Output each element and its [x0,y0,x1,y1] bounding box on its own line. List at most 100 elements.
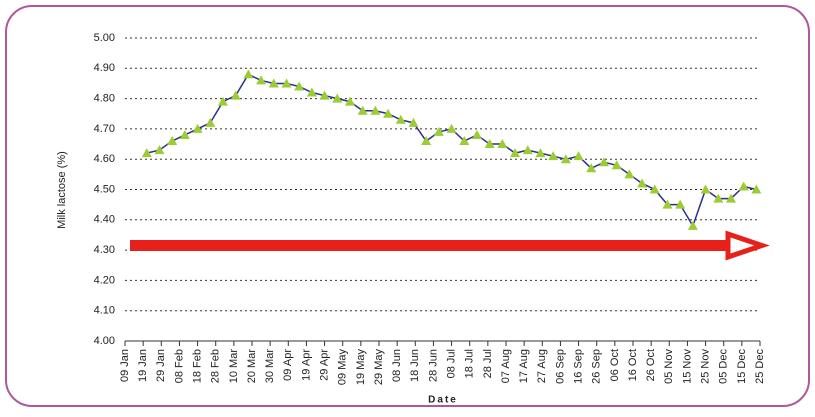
point-marker [357,105,368,115]
point-marker [611,160,622,170]
point-marker [217,96,228,106]
y-tick-label: 4.50 [94,183,115,195]
point-marker [141,148,152,158]
x-tick-label: 16 Sep [572,349,584,384]
point-marker [268,78,279,88]
point-marker [230,90,241,100]
point-marker [154,145,165,155]
point-marker [624,169,635,179]
point-marker [319,90,330,100]
point-marker [700,184,711,194]
y-tick-label: 4.20 [94,274,115,286]
point-marker [497,139,508,149]
point-marker [725,193,736,203]
point-marker [586,163,597,173]
point-marker [167,136,178,146]
x-tick-label: 28 Jul [482,349,494,378]
point-marker [281,78,292,88]
point-marker [510,148,521,158]
point-marker [370,105,381,115]
x-tick-label: 19 May [355,349,367,386]
y-tick-label: 4.10 [94,305,115,317]
x-tick-label: 18 Jul [464,349,476,378]
point-marker [306,87,317,97]
x-tick-label: 28 Jun [427,349,439,382]
point-marker [294,81,305,91]
x-tick-label: 08 Feb [173,349,185,383]
x-tick-label: 08 Jul [445,349,457,378]
point-marker [484,139,495,149]
x-tick-label: 25 Nov [699,349,711,384]
point-marker [344,96,355,106]
y-tick-label: 4.60 [94,153,115,165]
point-marker [408,117,419,127]
x-tick-label: 08 Jun [391,349,403,382]
point-marker [332,93,343,103]
x-tick-label: 29 May [373,349,385,386]
x-tick-label: 09 May [337,349,349,386]
x-tick-label: 15 Nov [681,349,693,384]
y-tick-label: 5.00 [94,32,115,44]
x-tick-label: 27 Aug [536,349,548,383]
point-marker [205,117,216,127]
arrow-shaft [130,240,730,251]
point-marker [179,129,190,139]
point-marker [713,193,724,203]
point-marker [421,136,432,146]
point-marker [560,154,571,164]
y-tick-label: 4.70 [94,123,115,135]
x-tick-label: 05 Nov [663,349,675,384]
x-tick-label: 18 Feb [191,349,203,383]
arrow-head [725,230,770,261]
point-marker [383,108,394,118]
point-marker [738,181,749,191]
x-tick-label: 06 Oct [609,349,621,381]
point-marker [243,69,254,79]
point-marker [395,114,406,124]
frame [5,5,810,407]
point-marker [446,123,457,133]
point-marker [522,145,533,155]
x-axis-label: Date [428,395,458,406]
point-marker [548,151,559,161]
x-tick-label: 18 Jun [409,349,421,382]
x-tick-label: 25 Dec [754,349,766,384]
point-marker [675,199,686,209]
point-marker [637,178,648,188]
x-tick-label: 07 Aug [500,349,512,383]
x-tick-label: 16 Oct [627,349,639,381]
x-tick-label: 09 Jan [119,349,131,382]
y-tick-label: 4.30 [94,244,115,256]
x-tick-label: 30 Mar [264,349,276,384]
point-marker [459,136,470,146]
point-marker [751,184,762,194]
x-tick-label: 28 Feb [210,349,222,383]
y-tick-label: 4.90 [94,62,115,74]
point-marker [687,220,698,230]
point-marker [573,151,584,161]
point-marker [433,126,444,136]
x-tick-label: 06 Sep [554,349,566,384]
point-marker [662,199,673,209]
x-tick-label: 20 Mar [246,349,258,384]
point-marker [192,123,203,133]
point-marker [598,157,609,167]
point-marker [471,129,482,139]
y-tick-label: 4.00 [94,335,115,347]
x-tick-label: 10 Mar [228,349,240,384]
point-marker [535,148,546,158]
x-tick-label: 15 Dec [736,349,748,384]
x-tick-label: 19 Jan [137,349,149,382]
point-marker [649,184,660,194]
x-tick-label: 19 Apr [300,349,312,381]
y-tick-label: 4.40 [94,214,115,226]
x-tick-label: 05 Dec [718,349,730,384]
point-marker [256,75,267,85]
y-tick-label: 4.80 [94,93,115,105]
x-tick-label: 26 Oct [645,349,657,381]
x-tick-label: 17 Aug [518,349,530,383]
y-axis-label: Milk lactose (%) [56,151,68,229]
x-tick-label: 29 Apr [318,349,330,381]
x-tick-label: 29 Jan [155,349,167,382]
